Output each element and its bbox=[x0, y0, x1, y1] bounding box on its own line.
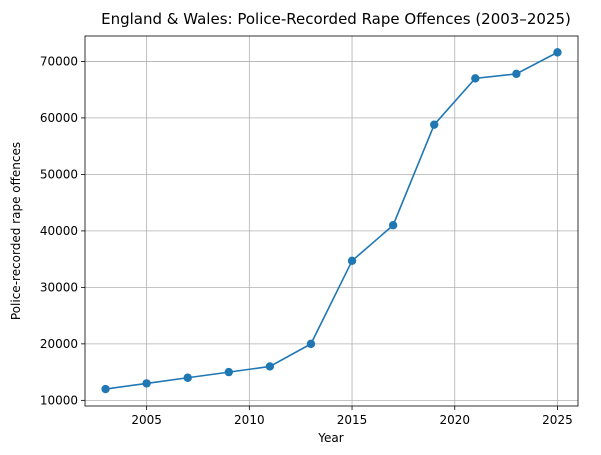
x-tick-label: 2020 bbox=[439, 413, 470, 427]
data-point bbox=[512, 69, 521, 79]
y-tick-label: 10000 bbox=[40, 393, 78, 407]
data-point bbox=[265, 362, 275, 371]
data-point bbox=[388, 221, 398, 230]
data-point bbox=[306, 339, 316, 349]
y-tick-label: 30000 bbox=[40, 280, 78, 294]
plot-area bbox=[101, 48, 562, 394]
y-axis-label: Police-recorded rape offences bbox=[9, 142, 23, 320]
data-point bbox=[183, 373, 192, 382]
axes: 2005 2010 2015 2020 2025 10000 20000 30000 40000… bbox=[40, 35, 579, 427]
x-tick-label: 2015 bbox=[337, 413, 368, 427]
data-point bbox=[347, 256, 357, 266]
data-point bbox=[553, 48, 562, 57]
x-axis-label: Year bbox=[317, 431, 343, 445]
chart-title: England & Wales: Police-Recorded Rape Of… bbox=[101, 10, 571, 28]
x-tick-label: 2010 bbox=[234, 413, 265, 427]
y-tick-label: 70000 bbox=[40, 54, 78, 68]
data-point bbox=[224, 367, 233, 377]
y-tick-label: 40000 bbox=[40, 224, 78, 238]
y-tick-label: 20000 bbox=[40, 337, 78, 351]
plot-frame bbox=[84, 35, 579, 407]
x-tick-label: 2005 bbox=[131, 413, 162, 427]
y-tick-label: 50000 bbox=[40, 167, 78, 181]
data-point bbox=[101, 384, 110, 394]
x-tick-label: 2025 bbox=[542, 413, 573, 427]
series-line bbox=[105, 51, 558, 390]
grid bbox=[85, 36, 578, 406]
data-point bbox=[142, 379, 151, 388]
data-point bbox=[430, 120, 439, 129]
y-tick-label: 60000 bbox=[40, 111, 78, 125]
data-point bbox=[471, 74, 480, 83]
